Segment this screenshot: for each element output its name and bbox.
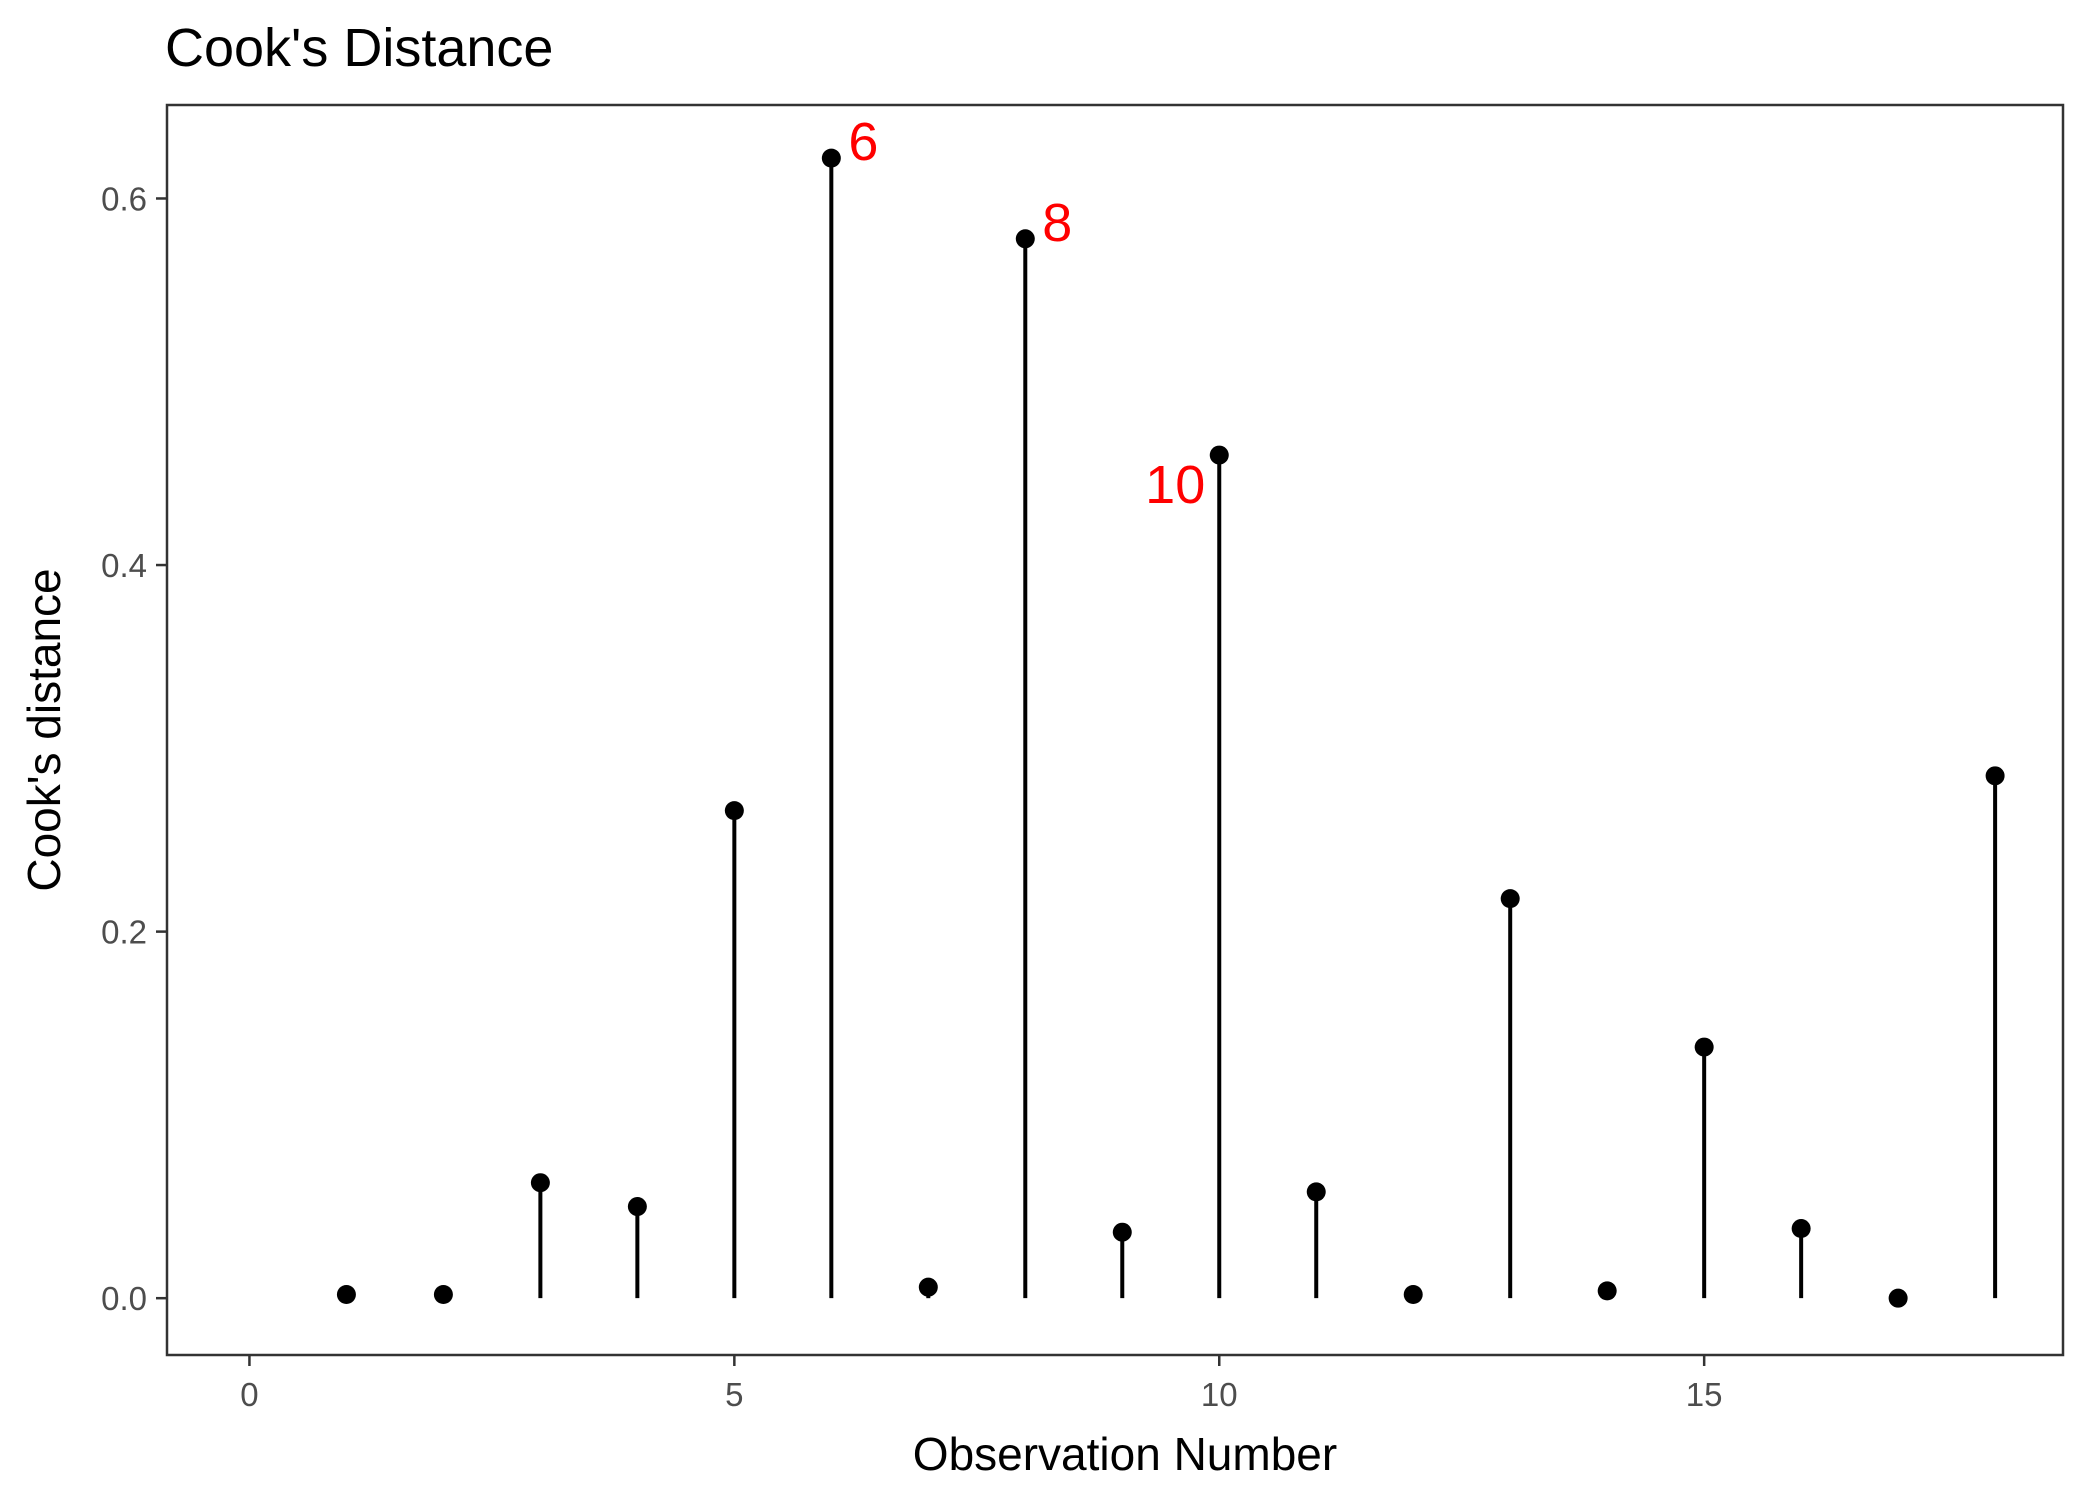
- annotation-label-10: 10: [1145, 455, 1205, 515]
- x-tick-label: 0: [240, 1376, 258, 1413]
- data-point-obs-16: [1791, 1219, 1811, 1239]
- point-annotations: 6 8 10: [848, 112, 1205, 515]
- data-point-obs-6: [821, 148, 841, 168]
- x-tick-label: 5: [725, 1376, 743, 1413]
- data-point-obs-2: [433, 1285, 453, 1305]
- x-axis-ticks: 0 5 10 15: [240, 1355, 1723, 1413]
- data-point-obs-17: [1888, 1288, 1908, 1308]
- data-point-obs-18: [1985, 766, 2005, 786]
- data-point-obs-5: [724, 801, 744, 821]
- x-tick-label: 15: [1686, 1376, 1723, 1413]
- data-point-obs-12: [1403, 1285, 1423, 1305]
- data-point-obs-7: [918, 1277, 938, 1297]
- chart-title: Cook's Distance: [165, 18, 553, 78]
- data-point-obs-1: [336, 1285, 356, 1305]
- data-points: [336, 148, 2005, 1308]
- x-tick-label: 10: [1201, 1376, 1238, 1413]
- annotation-label-6: 6: [848, 112, 878, 172]
- data-point-obs-13: [1500, 889, 1520, 909]
- data-point-obs-10: [1209, 445, 1229, 465]
- x-axis-title: Observation Number: [913, 1428, 1337, 1480]
- annotation-label-8: 8: [1042, 193, 1072, 253]
- y-axis-title: Cook's distance: [18, 568, 70, 891]
- y-axis-ticks: 0.0 0.2 0.4 0.6: [101, 180, 167, 1317]
- data-point-obs-14: [1597, 1281, 1617, 1301]
- data-point-obs-11: [1306, 1182, 1326, 1202]
- y-tick-label: 0.0: [101, 1280, 147, 1317]
- data-point-obs-9: [1112, 1222, 1132, 1242]
- data-point-obs-8: [1015, 229, 1035, 249]
- data-point-obs-4: [627, 1197, 647, 1217]
- y-tick-label: 0.4: [101, 547, 147, 584]
- plot-panel-border: [165, 103, 2065, 1357]
- data-point-obs-3: [530, 1173, 550, 1193]
- stem-lines: [344, 158, 1998, 1299]
- data-point-obs-15: [1694, 1037, 1714, 1057]
- y-tick-label: 0.6: [101, 180, 147, 217]
- y-tick-label: 0.2: [101, 914, 147, 951]
